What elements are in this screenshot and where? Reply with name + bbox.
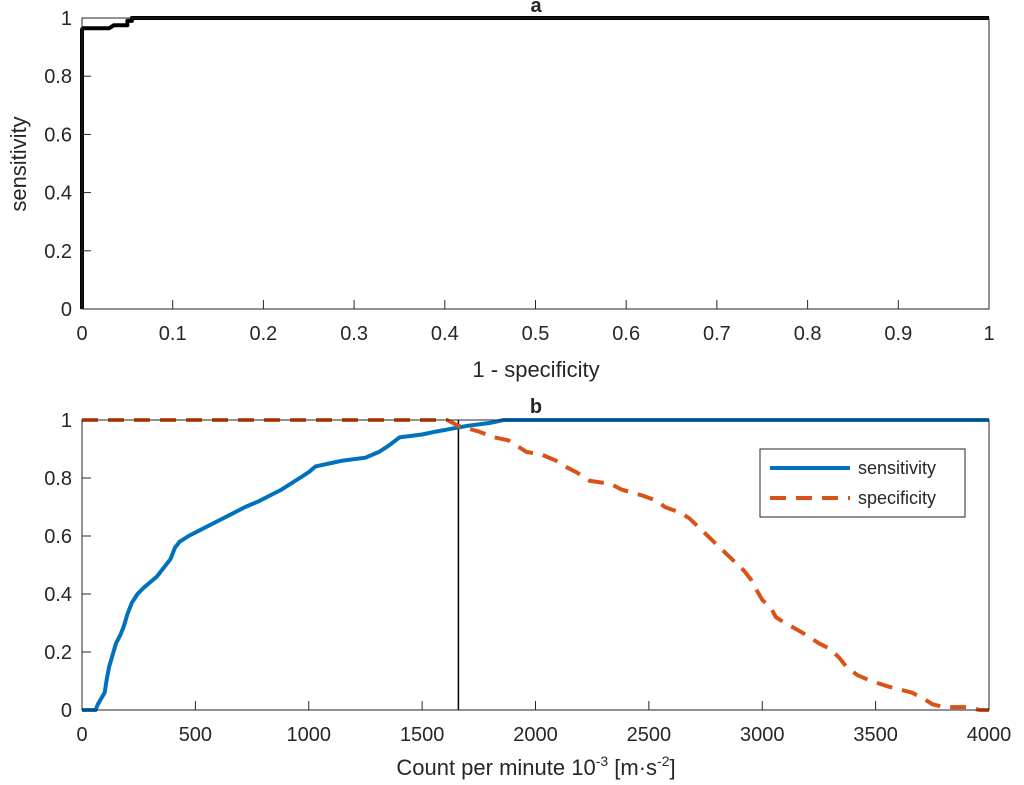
y-tick-label: 0.8	[44, 66, 72, 88]
x-tick-label: 0	[76, 323, 87, 345]
panel-a-ylabel: sensitivity	[6, 116, 31, 211]
x-tick-label: 1000	[287, 724, 332, 746]
x-tick-label: 0.7	[703, 323, 731, 345]
x-tick-label: 2500	[627, 724, 672, 746]
y-tick-label: 0.4	[44, 183, 72, 205]
panel-b-xlabel: Count per minute 10-3 [m·s-2]	[396, 753, 675, 780]
panel-b-xlabel-exp1: -3	[596, 753, 609, 769]
legend-label-sensitivity: sensitivity	[858, 458, 936, 478]
x-tick-label: 0.6	[612, 323, 640, 345]
panel-a-ticks: 0 0.1 0.2 0.3 0.4 0.5 0.6 0.7 0.8 0.9 1 0 0.2 0.4 0.6 0…	[44, 8, 994, 345]
x-tick-label: 2000	[513, 724, 558, 746]
y-tick-label: 0.2	[44, 642, 72, 664]
panel-b-legend: sensitivity specificity	[759, 448, 966, 518]
panel-a-xlabel: 1 - specificity	[472, 357, 599, 382]
x-tick-label: 0.3	[340, 323, 368, 345]
x-tick-label: 0.4	[431, 323, 459, 345]
x-tick-label: 3500	[853, 724, 898, 746]
panel-b-ticks: 0 500 1000 1500 2000 2500 3000 3500 4000 0 0.2 0.4 0…	[44, 410, 1011, 746]
x-tick-label: 4000	[967, 724, 1012, 746]
panel-b-xlabel-units: [m·s	[608, 755, 657, 780]
x-tick-label: 0.9	[884, 323, 912, 345]
y-tick-label: 0.6	[44, 526, 72, 548]
panel-b-xlabel-main: Count per minute 10	[396, 755, 595, 780]
y-tick-label: 0.4	[44, 584, 72, 606]
y-tick-label: 1	[61, 410, 72, 432]
x-tick-label: 1500	[400, 724, 445, 746]
panel-b-marks	[82, 418, 989, 712]
legend-label-specificity: specificity	[858, 488, 936, 508]
panel-b: b 0 500 1000 1500 2000 2500 3000 3500 4000 0 0.2 0.…	[44, 396, 1011, 780]
x-tick-label: 0.5	[522, 323, 550, 345]
series-line-sensitivity	[82, 418, 989, 712]
y-tick-label: 0.8	[44, 468, 72, 490]
legend-box	[759, 448, 966, 518]
x-tick-label: 1	[983, 323, 994, 345]
y-tick-label: 0.6	[44, 124, 72, 146]
y-tick-label: 0.2	[44, 241, 72, 263]
panel-b-title: b	[530, 396, 542, 418]
x-tick-label: 0	[76, 724, 87, 746]
y-tick-label: 0	[61, 700, 72, 722]
panel-b-axes-box	[81, 419, 990, 711]
panel-a: a 0 0.1 0.2 0.3 0.4 0.5 0.6 0.7 0.8 0.9 1 0 0.2 0.4 0.…	[6, 0, 995, 382]
x-tick-label: 500	[179, 724, 212, 746]
x-tick-label: 0.2	[249, 323, 277, 345]
series-line-specificity	[82, 418, 989, 712]
panel-b-xlabel-close: ]	[670, 755, 676, 780]
panel-b-xlabel-exp2: -2	[657, 753, 670, 769]
panel-a-axes-box	[81, 17, 990, 310]
y-tick-label: 0	[61, 299, 72, 321]
y-tick-label: 1	[61, 8, 72, 30]
x-tick-label: 0.1	[159, 323, 187, 345]
x-tick-label: 0.8	[794, 323, 822, 345]
panel-a-title: a	[530, 0, 542, 17]
x-tick-label: 3000	[740, 724, 785, 746]
